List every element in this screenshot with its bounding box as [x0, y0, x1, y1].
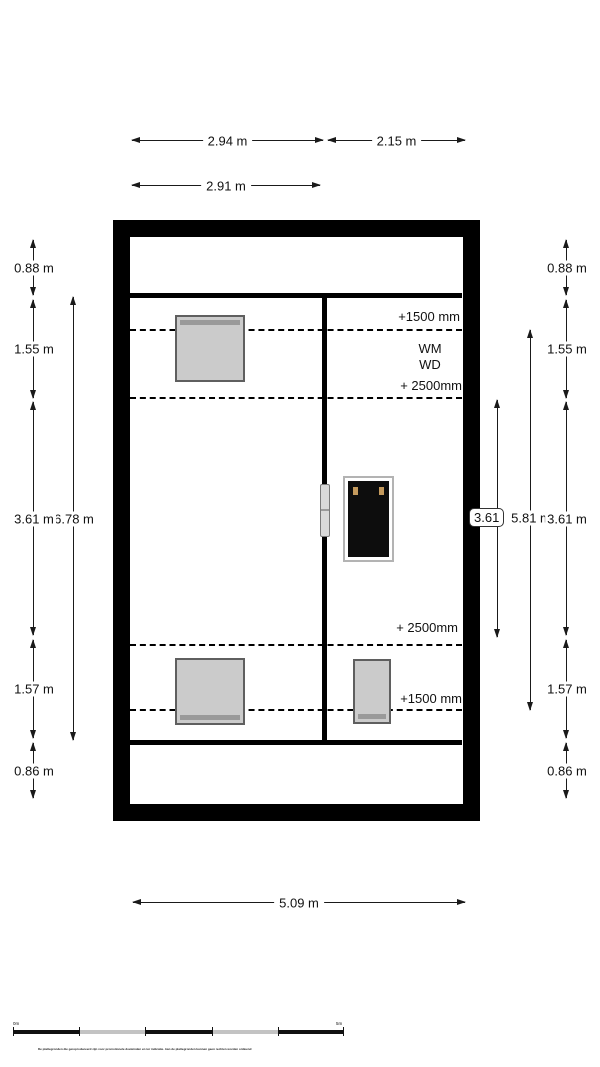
skylight-top-left: [175, 315, 245, 382]
skylight-bottom-left: [175, 658, 245, 725]
dim-top-room-width: 2.91 m: [131, 178, 321, 194]
dim-left-seg-3: 1.57 m: [12, 639, 56, 739]
dashed-line-1500-bottom: [130, 709, 462, 711]
dim-right-seg-4: 0.86 m: [545, 742, 589, 799]
dim-label: 1.55 m: [545, 341, 589, 357]
hatch-handle-icon: [353, 487, 358, 495]
arrow-right-icon: [312, 182, 321, 188]
dim-top-width-right: 2.15 m: [327, 133, 466, 149]
dim-right-seg-1: 1.55 m: [545, 299, 589, 399]
dim-left-seg-0: 0.88 m: [12, 239, 56, 296]
arrow-right-icon: [457, 899, 466, 905]
annotation-height-2500-top: + 2500mm: [400, 378, 462, 393]
annotation-height-1500-top: +1500 mm: [398, 309, 460, 324]
scale-segment: [13, 1030, 80, 1034]
scale-tick: [13, 1027, 14, 1036]
skylight-bottom-right: [353, 659, 391, 724]
scale-tick: [79, 1027, 81, 1036]
dim-label: 5.81 m: [509, 510, 553, 526]
arrow-left-icon: [131, 137, 140, 143]
dashed-line-2500-top: [130, 397, 462, 399]
annotation-wd: WD: [419, 357, 441, 372]
skylight-frame-band: [180, 320, 240, 325]
scale-end-label: 5m: [336, 1021, 343, 1026]
dim-label: 2.94 m: [202, 133, 253, 149]
dim-label-boxed: 3.61: [469, 508, 505, 527]
dim-label: 2.91 m: [201, 178, 251, 194]
scale-tick: [145, 1027, 147, 1036]
dim-label: 2.15 m: [371, 133, 422, 149]
dim-label: 3.61 m: [12, 511, 56, 526]
dim-right-span-1500: 5.81 m: [509, 329, 553, 711]
dim-right-seg-3: 1.57 m: [545, 639, 589, 739]
dim-bottom-width: 5.09 m: [132, 895, 466, 911]
scale-segment: [145, 1030, 212, 1034]
inner-wall-top: [130, 293, 462, 298]
annotation-wm: WM: [418, 341, 442, 356]
annotation-height-1500-bottom: +1500 mm: [400, 691, 462, 706]
dim-top-width-left: 2.94 m: [131, 133, 324, 149]
dim-right-seg-0: 0.88 m: [545, 239, 589, 296]
dim-label: 1.57 m: [12, 681, 56, 697]
skylight-frame-band: [180, 715, 240, 720]
dim-label: 3.61 m: [545, 511, 589, 526]
dim-left-seg-1: 1.55 m: [12, 299, 56, 399]
arrow-right-icon: [315, 137, 324, 143]
arrow-right-icon: [457, 137, 466, 143]
dim-right-seg-2: 3.61 m: [545, 401, 589, 636]
arrow-left-icon: [132, 899, 141, 905]
scale-segment: [79, 1030, 146, 1034]
hatch-handle-icon: [379, 487, 384, 495]
scale-start-label: 0m: [13, 1021, 20, 1026]
dim-label: 0.88 m: [545, 260, 589, 275]
inner-wall-bottom: [130, 740, 462, 745]
annotation-height-2500-bottom: + 2500mm: [396, 620, 458, 635]
door: [320, 484, 330, 537]
dim-label: 0.88 m: [12, 260, 56, 275]
dim-label: 1.57 m: [545, 681, 589, 697]
scale-tick: [343, 1027, 344, 1036]
dashed-line-2500-bottom: [130, 644, 462, 646]
dim-label: 1.55 m: [12, 341, 56, 357]
dim-label: 0.86 m: [545, 763, 589, 778]
dim-label: 6.78 m: [52, 511, 96, 526]
arrow-left-icon: [327, 137, 336, 143]
scale-tick: [277, 1027, 279, 1036]
dashed-line-1500-top: [130, 329, 462, 331]
arrow-left-icon: [131, 182, 140, 188]
scale-bar: [13, 1027, 344, 1036]
dim-label: 0.86 m: [12, 763, 56, 778]
scale-tick: [211, 1027, 213, 1036]
skylight-frame-band: [358, 714, 386, 719]
loft-hatch: [343, 476, 394, 562]
disclaimer-text: De plattegronden die gereproduceerd zijn…: [38, 1047, 252, 1051]
dim-left-seg-4: 0.86 m: [12, 742, 56, 799]
scale-segment: [277, 1030, 344, 1034]
dim-label: 5.09 m: [274, 895, 324, 911]
dim-left-seg-2: 3.61 m: [12, 401, 56, 636]
dim-left-total: 6.78 m: [52, 296, 96, 741]
scale-segment: [211, 1030, 278, 1034]
door-mid-line: [321, 509, 329, 511]
outer-wall: [113, 220, 480, 821]
